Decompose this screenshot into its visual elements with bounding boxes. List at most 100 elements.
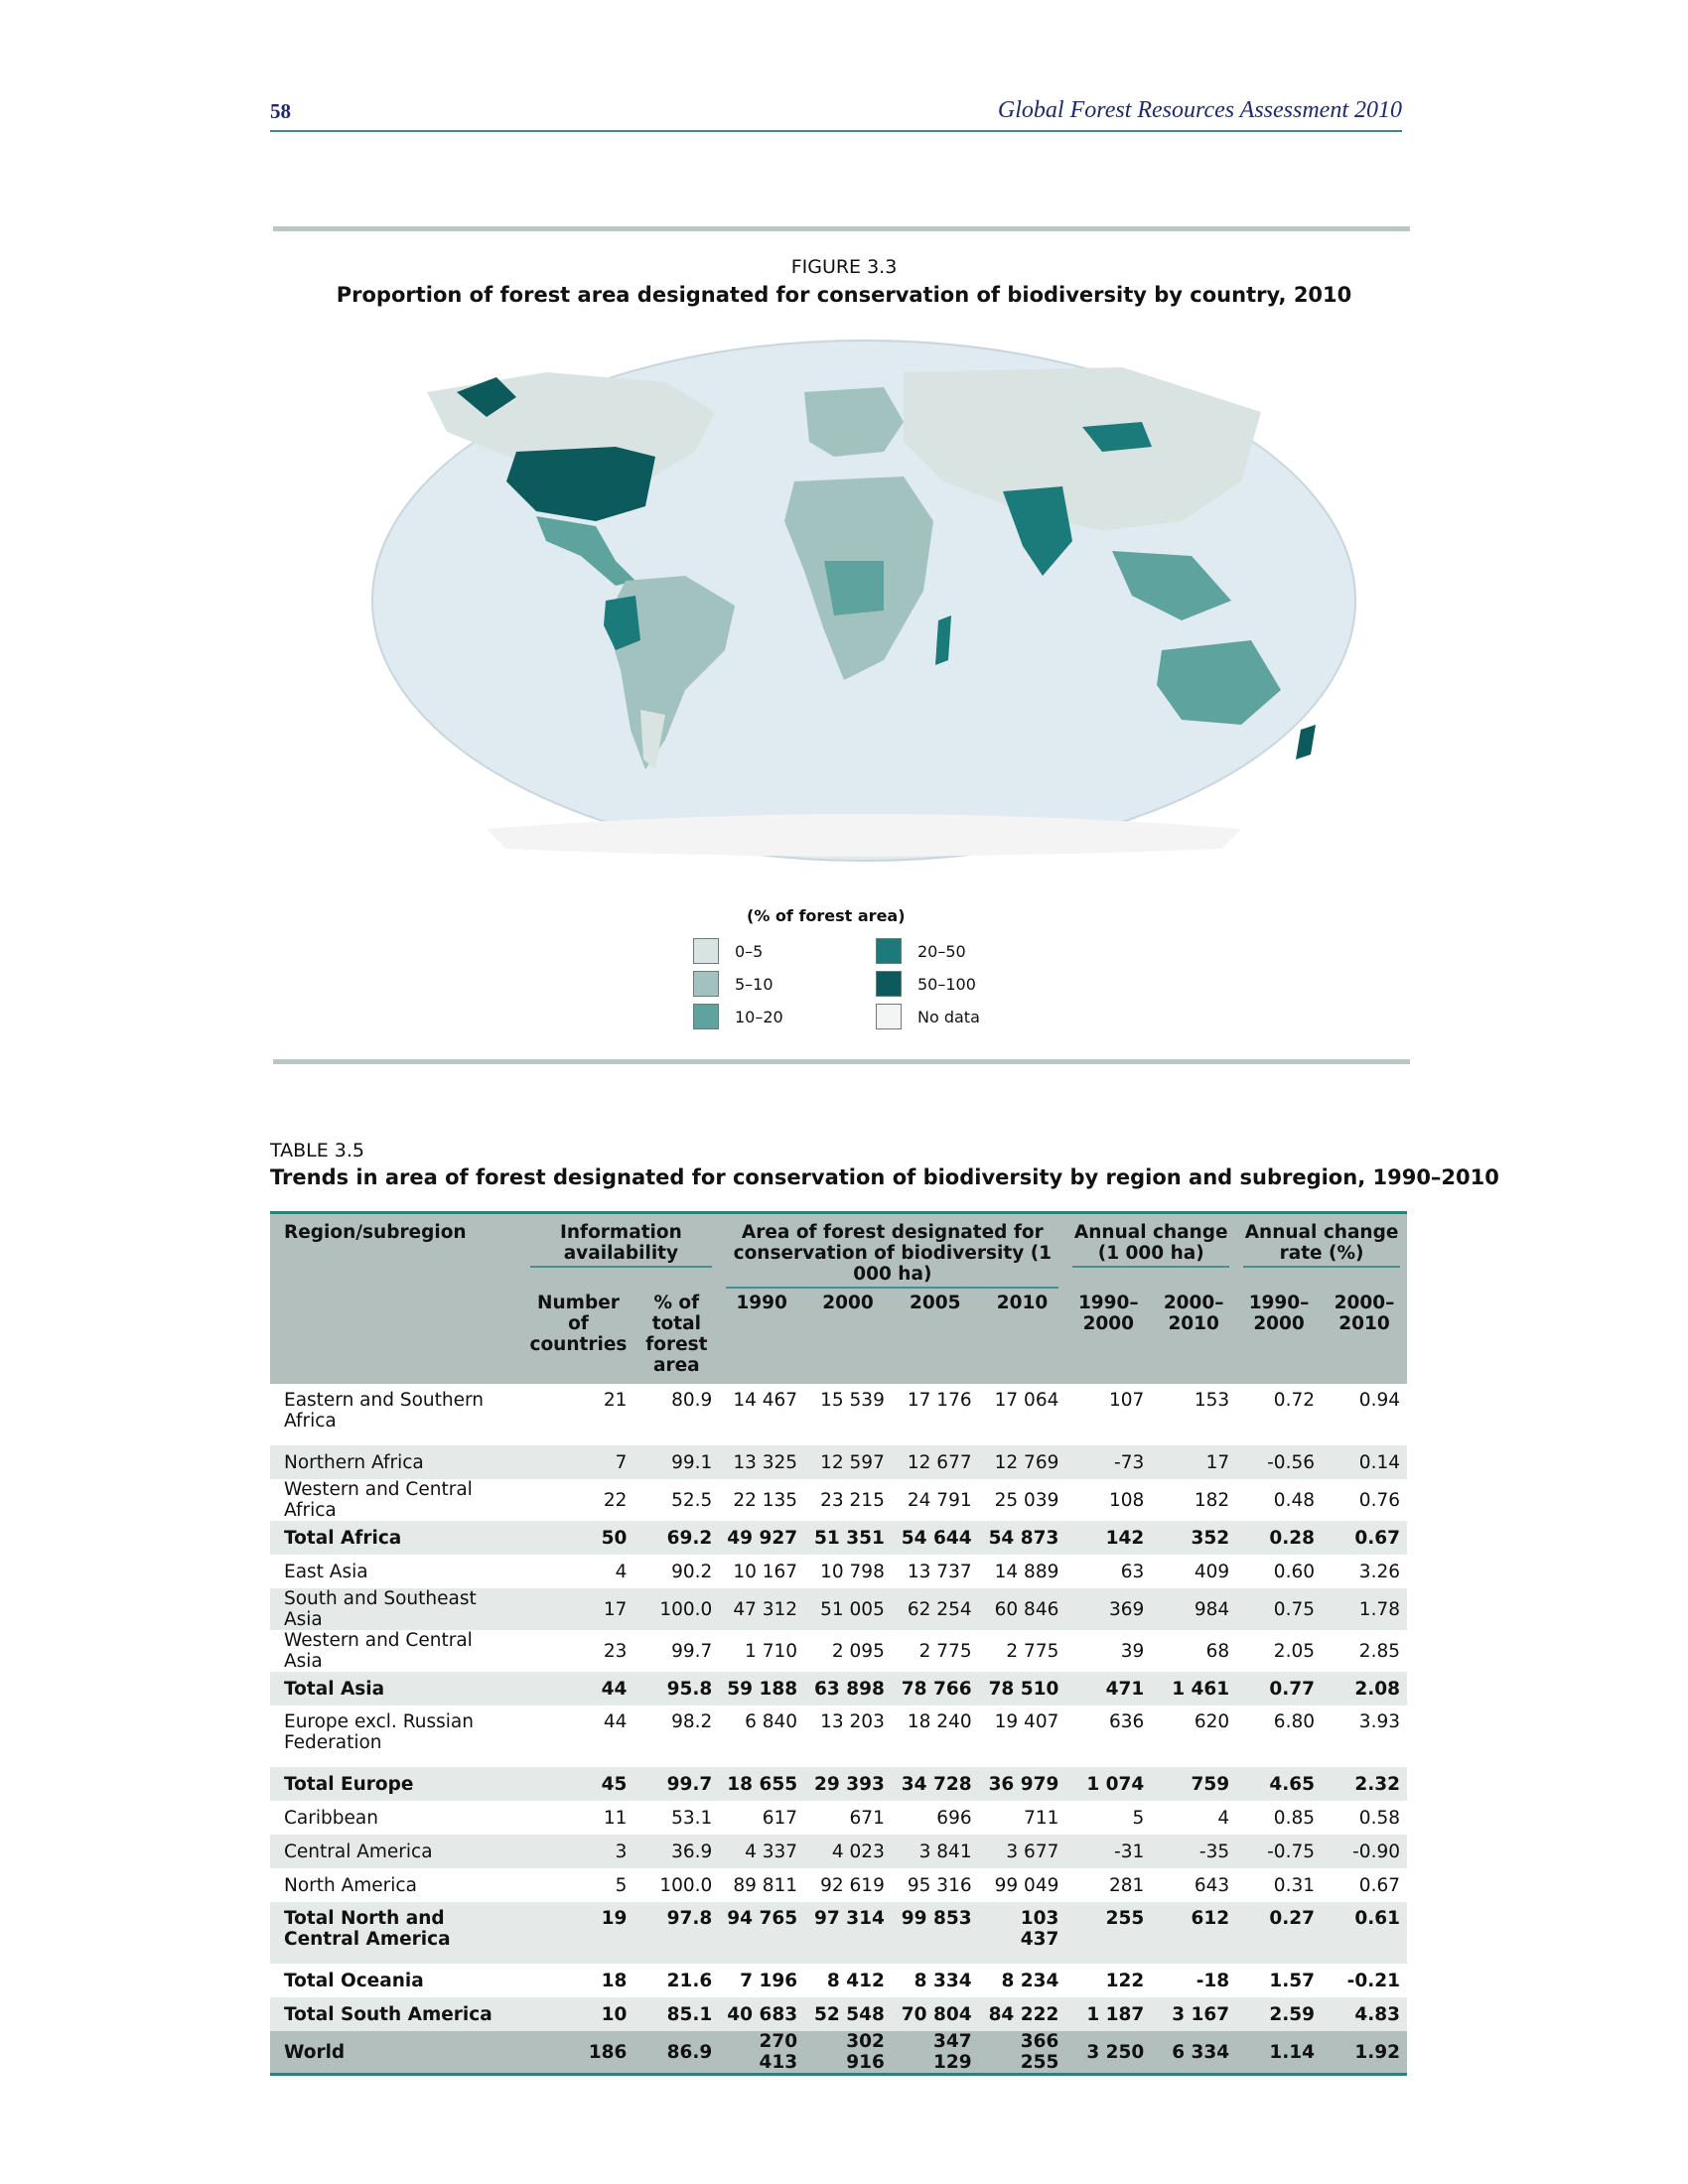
- cell-rate-1990-2000: 6.80: [1273, 1711, 1315, 1732]
- cell-2000: 302 916: [804, 2031, 892, 2076]
- cell-1990: 617: [762, 1807, 798, 1829]
- cell-rate-2000-2010: 4.83: [1322, 1997, 1407, 2031]
- cell-pct-forest: 97.8: [633, 1902, 720, 1964]
- col-group-info: Information availability: [522, 1212, 720, 1289]
- cell-2010: 60 846: [978, 1588, 1066, 1630]
- table-row: Central America 3 36.9 4 337 4 023 3 841 3 677…: [270, 1835, 1407, 1868]
- cell-num-countries: 7: [522, 1445, 634, 1479]
- cell-1990: 22 135: [733, 1489, 798, 1511]
- australia-shape: [1157, 640, 1281, 725]
- antarctica-shape: [487, 814, 1241, 857]
- cell-2000: 13 203: [820, 1711, 885, 1732]
- cell-num-countries: 23: [603, 1640, 628, 1662]
- table-row: South and Southeast Asia 17 100.0 47 312 51 …: [270, 1588, 1407, 1630]
- cell-change-2000-2010: 409: [1194, 1561, 1230, 1582]
- cell-2000: 23 215: [820, 1489, 885, 1511]
- cell-region: Central America: [270, 1835, 523, 1868]
- cell-rate-2000-2010: 2.85: [1358, 1640, 1400, 1662]
- cell-change-2000-2010: 68: [1205, 1640, 1230, 1662]
- col-group-info-label: Information availability: [529, 1222, 713, 1268]
- col-header-rate-2000-2010: 2000–2010: [1322, 1289, 1407, 1384]
- cell-num-countries: 50: [522, 1521, 634, 1555]
- table-row: North America 5 100.0 89 811 92 619 95 316 99 …: [270, 1868, 1407, 1902]
- legend-label: 5–10: [735, 974, 774, 994]
- table-row: Western and Central Asia 23 99.7 1 710 2 095…: [270, 1630, 1407, 1672]
- cell-rate-2000-2010: 3.93: [1358, 1711, 1400, 1732]
- cell-num-countries: 4: [615, 1561, 628, 1582]
- cell-num-countries: 186: [522, 2031, 634, 2076]
- cell-2010: 2 775: [1006, 1640, 1059, 1662]
- legend-swatch: [693, 1004, 719, 1029]
- cell-rate-1990-2000: 0.85: [1273, 1807, 1315, 1829]
- figure-title: Proportion of forest area designated for…: [336, 283, 1352, 307]
- cell-num-countries: 22: [603, 1489, 628, 1511]
- cell-2010: 366 255: [978, 2031, 1066, 2076]
- cell-2010: 3 677: [978, 1835, 1066, 1868]
- cell-pct-forest: 52.5: [671, 1489, 713, 1511]
- cell-change-1990-2000: -31: [1065, 1835, 1152, 1868]
- cell-2005: 13 737: [907, 1561, 972, 1582]
- cell-2000: 51 005: [804, 1588, 892, 1630]
- col-header-2005: 2005: [891, 1289, 979, 1384]
- cell-2005: 3 841: [891, 1835, 979, 1868]
- cell-num-countries: 10: [522, 1997, 634, 2031]
- cell-change-1990-2000: 3 250: [1065, 2031, 1152, 2076]
- world-map: [371, 340, 1356, 862]
- table-header-row-2: Number of countries % of total forest ar…: [270, 1289, 1407, 1384]
- europe-shape: [804, 387, 904, 457]
- cell-pct-forest: 85.1: [633, 1997, 720, 2031]
- cell-change-2000-2010: 352: [1151, 1521, 1237, 1555]
- legend-label: 0–5: [735, 941, 764, 961]
- cell-rate-2000-2010: 0.14: [1322, 1445, 1407, 1479]
- col-group-annual-rate-label: Annual change rate (%): [1243, 1222, 1400, 1268]
- table-body: Eastern and Southern Africa 21 80.9 14 467 1…: [270, 1384, 1407, 2076]
- cell-2005: 95 316: [907, 1874, 972, 1896]
- table-row: Total Oceania 18 21.6 7 196 8 412 8 334 8 234 1…: [270, 1964, 1407, 1997]
- cell-change-1990-2000: 1 074: [1065, 1767, 1152, 1801]
- cell-1990: 94 765: [719, 1902, 805, 1964]
- cell-rate-1990-2000: 0.48: [1273, 1489, 1315, 1511]
- cell-pct-forest: 69.2: [633, 1521, 720, 1555]
- cell-change-1990-2000: 636: [1108, 1711, 1145, 1732]
- cell-change-1990-2000: 471: [1065, 1672, 1152, 1706]
- argentina-shape: [640, 710, 665, 769]
- cell-2010: 711: [1024, 1807, 1059, 1829]
- russia-china-shape: [904, 367, 1261, 531]
- biodiversity-table: Region/subregion Information availabilit…: [270, 1211, 1407, 2076]
- cell-2005: 34 728: [891, 1767, 979, 1801]
- cell-2000: 15 539: [820, 1390, 885, 1411]
- central-africa-shape: [824, 561, 884, 615]
- legend-item-5-10: 5–10: [693, 971, 774, 997]
- cell-pct-forest: 98.2: [671, 1711, 713, 1732]
- legend-item-20-50: 20–50: [876, 938, 966, 964]
- cell-2000: 10 798: [820, 1561, 885, 1582]
- table-row: Total Africa 50 69.2 49 927 51 351 54 644 54 8…: [270, 1521, 1407, 1555]
- cell-rate-1990-2000: 0.28: [1236, 1521, 1322, 1555]
- legend-swatch: [693, 938, 719, 964]
- table-row: Total Europe 45 99.7 18 655 29 393 34 728 36 9…: [270, 1767, 1407, 1801]
- cell-region: Eastern and Southern Africa: [284, 1390, 485, 1432]
- cell-1990: 89 811: [733, 1874, 798, 1896]
- cell-change-2000-2010: 3 167: [1151, 1997, 1237, 2031]
- cell-2010: 36 979: [978, 1767, 1066, 1801]
- cell-region: Caribbean: [284, 1807, 378, 1829]
- cell-region: Northern Africa: [270, 1445, 523, 1479]
- cell-2000: 92 619: [820, 1874, 885, 1896]
- cell-region: Total Europe: [270, 1767, 523, 1801]
- cell-rate-1990-2000: 0.72: [1273, 1390, 1315, 1411]
- table-row: Eastern and Southern Africa 21 80.9 14 467 1…: [270, 1384, 1407, 1445]
- table-label: TABLE 3.5: [270, 1140, 365, 1161]
- cell-1990: 270 413: [719, 2031, 805, 2076]
- cell-2005: 2 775: [918, 1640, 972, 1662]
- table-row: Total Asia 44 95.8 59 188 63 898 78 766 78 510…: [270, 1672, 1407, 1706]
- cell-change-2000-2010: 643: [1194, 1874, 1230, 1896]
- cell-1990: 47 312: [719, 1588, 805, 1630]
- cell-change-2000-2010: 620: [1194, 1711, 1230, 1732]
- cell-rate-2000-2010: 0.67: [1358, 1874, 1400, 1896]
- cell-pct-forest: 90.2: [671, 1561, 713, 1582]
- col-header-region: Region/subregion: [270, 1212, 523, 1384]
- cell-2010: 54 873: [978, 1521, 1066, 1555]
- cell-change-1990-2000: 255: [1065, 1902, 1152, 1964]
- cell-change-1990-2000: 122: [1105, 1970, 1145, 1991]
- cell-region: Total Africa: [270, 1521, 523, 1555]
